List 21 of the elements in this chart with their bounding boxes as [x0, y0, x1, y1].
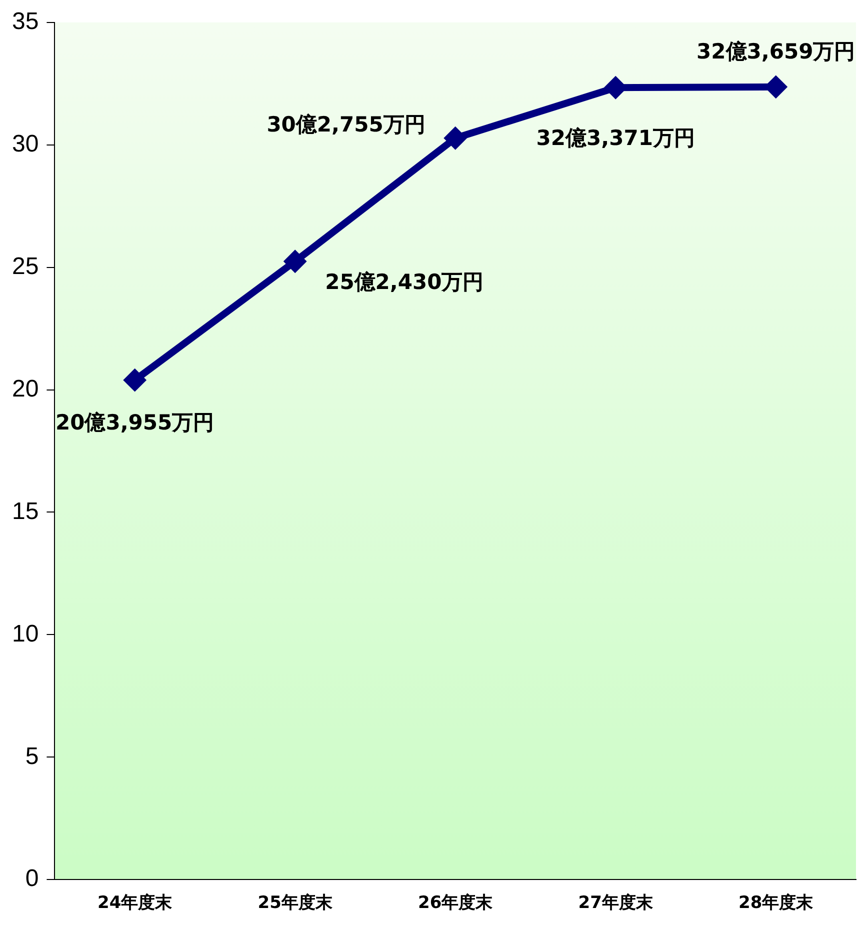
- data-label: 25億2,430万円: [325, 270, 484, 294]
- y-tick-label: 10: [12, 620, 39, 648]
- y-tick-label: 20: [12, 375, 39, 402]
- y-tick-label: 15: [12, 498, 39, 525]
- point: [444, 126, 467, 150]
- data-label: 20億3,955万円: [56, 410, 214, 435]
- y-tick-label: 0: [25, 865, 39, 892]
- x-tick-label: 27年度末: [578, 893, 654, 914]
- x-tick-label: 25年度末: [258, 893, 334, 914]
- data-label: 30億2,755万円: [266, 112, 426, 137]
- point: [284, 250, 307, 273]
- y-tick-label: 35: [12, 8, 39, 36]
- data-label: 32億3,659万円: [696, 39, 856, 64]
- point: [123, 368, 146, 392]
- x-tick-label: 28年度末: [738, 893, 814, 914]
- y-tick-label: 30: [12, 130, 39, 158]
- y-tick-label: 25: [12, 252, 39, 280]
- x-tick-label: 26年度末: [418, 893, 494, 914]
- data-label: 32億3,371万円: [536, 126, 695, 150]
- x-tick-label: 24年度末: [97, 893, 174, 914]
- y-tick-label: 5: [25, 742, 39, 770]
